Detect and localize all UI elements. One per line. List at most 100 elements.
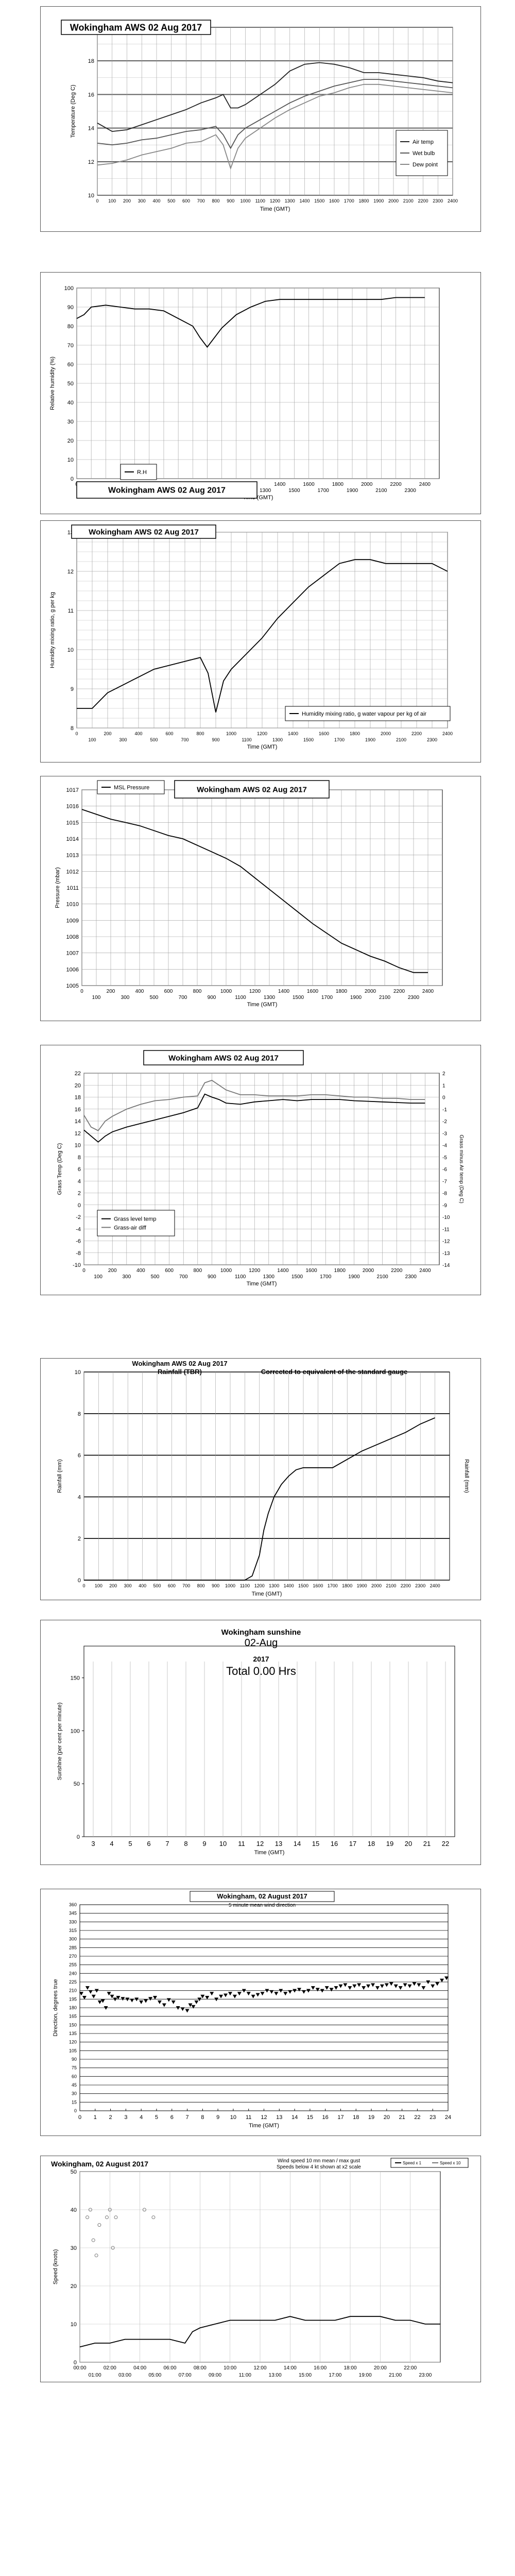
x-tick-label: 1500 (303, 737, 314, 742)
y2-tick-label: -4 (442, 1143, 447, 1149)
y-tick-label: 1009 (66, 918, 79, 924)
y-tick-label: 15 (72, 2099, 77, 2105)
x-tick-label: 600 (164, 989, 173, 994)
x-tick-label: 0 (82, 1583, 85, 1588)
y-tick-label: 4 (78, 1494, 81, 1500)
gust-point (85, 2215, 90, 2219)
x-tick-label: 0 (78, 2114, 81, 2121)
x-tick-label: 9 (216, 2114, 219, 2121)
x-tick-label: 1900 (357, 1583, 367, 1588)
x-tick-label: 2200 (411, 731, 422, 736)
data-point (148, 1997, 153, 2001)
x-tick-label: 11:00 (239, 2372, 252, 2378)
data-point (384, 1983, 389, 1987)
y-tick-label: 105 (69, 2048, 77, 2053)
chart-title: Wokingham AWS 02 Aug 2017 (108, 486, 226, 495)
x-tick-label: 1400 (284, 1583, 294, 1588)
x-tick-label: 2400 (419, 482, 431, 487)
x-tick-label: 400 (134, 731, 142, 736)
data-point (100, 1999, 105, 2003)
y2-tick-label: -2 (442, 1119, 447, 1125)
y-axis-label: Grass Temp (Deg C) (57, 1143, 63, 1195)
x-tick-label: 1200 (270, 198, 280, 204)
legend-entry: MSL Pressure (114, 785, 149, 791)
y2-tick-label: 1 (442, 1083, 445, 1089)
data-point (107, 1992, 111, 1996)
pressure-chart: 1005 1006 1007 1008 1009 1010 1011 1012 1013 1014… (55, 780, 443, 1008)
y2-tick-label: -14 (442, 1263, 450, 1268)
data-point (315, 1988, 320, 1992)
x-tick-label: 12:00 (253, 2365, 266, 2371)
x-tick-label: 22 (442, 1840, 449, 1848)
y-tick-label: 8 (78, 1411, 81, 1417)
data-point (371, 1983, 375, 1987)
y-axis-label: Speed (knots) (53, 2249, 59, 2284)
series-line-0 (79, 2316, 440, 2348)
y-tick-label: 10 (67, 647, 74, 653)
data-point (393, 1984, 398, 1988)
series-line-0 (81, 809, 428, 973)
data-point (200, 1994, 205, 1998)
x-tick-label: 1500 (314, 198, 324, 204)
y-tick-label: 9 (71, 686, 74, 692)
y-tick-label: 285 (69, 1945, 77, 1950)
y2-tick-label: 2 (442, 1071, 445, 1077)
x-tick-label: 1000 (226, 731, 236, 736)
x-tick-label: 1600 (307, 989, 319, 994)
y-tick-label: 240 (69, 1971, 77, 1976)
data-point (166, 1998, 171, 2002)
y-tick-label: 345 (69, 1911, 77, 1916)
x-tick-label: 12 (256, 1840, 264, 1848)
data-point (274, 1992, 279, 1996)
series-line-0 (97, 62, 453, 132)
data-point (251, 1994, 255, 1998)
gust-point (111, 2246, 115, 2250)
data-point (91, 1994, 96, 1998)
x-tick-label: 1100 (235, 995, 246, 1001)
x-tick-label: 17 (349, 1840, 356, 1848)
data-point (283, 1992, 288, 1996)
y-tick-label: 0 (71, 476, 74, 482)
data-point (440, 1978, 444, 1982)
data-point (380, 1984, 384, 1988)
data-point (444, 1976, 449, 1980)
gust-point (108, 2208, 112, 2212)
x-tick-label: 4 (110, 1840, 113, 1848)
x-tick-label: 18 (353, 2114, 359, 2121)
y-tick-label: 2 (78, 1536, 81, 1542)
chart-subtitle: Wind speed 10 mn mean / max gust (278, 2158, 360, 2164)
y-tick-label: 20 (75, 1082, 81, 1089)
x-tick-label: 20 (405, 1840, 412, 1848)
y-tick-label: -4 (76, 1226, 81, 1232)
y-tick-label: 6 (78, 1453, 81, 1459)
data-point (311, 1986, 315, 1990)
data-point (279, 1989, 283, 1993)
y-tick-label: 6 (78, 1166, 81, 1173)
x-tick-label: 600 (182, 198, 190, 204)
x-tick-label: 0 (75, 731, 78, 736)
x-tick-label: 1100 (242, 737, 251, 742)
data-point (176, 2006, 180, 2010)
data-point (269, 1990, 274, 1994)
y-tick-label: 50 (67, 381, 74, 387)
data-point (171, 2000, 176, 2004)
x-tick-label: 1400 (299, 198, 310, 204)
x-tick-label: 23 (430, 2114, 436, 2121)
x-tick-label: 1200 (249, 1268, 261, 1274)
y-tick-label: 10 (75, 1369, 81, 1376)
y-tick-label: 50 (71, 2169, 77, 2175)
pressure-chart-panel: 1005 1006 1007 1008 1009 1010 1011 1012 1013 1014… (40, 776, 481, 1021)
plot-area (83, 1371, 450, 1581)
y-tick-label: 255 (69, 1962, 77, 1968)
data-point (125, 1997, 130, 2002)
x-tick-label: 1100 (255, 198, 265, 204)
x-tick-label: 1600 (303, 482, 315, 487)
y-tick-label: -10 (73, 1262, 81, 1268)
data-point (214, 1997, 219, 2002)
x-tick-label: 04:00 (133, 2365, 146, 2371)
gust-point (151, 2215, 156, 2219)
x-tick-label: 3 (124, 2114, 127, 2121)
x-tick-label: 1800 (334, 1268, 346, 1274)
data-point (162, 2003, 166, 2007)
